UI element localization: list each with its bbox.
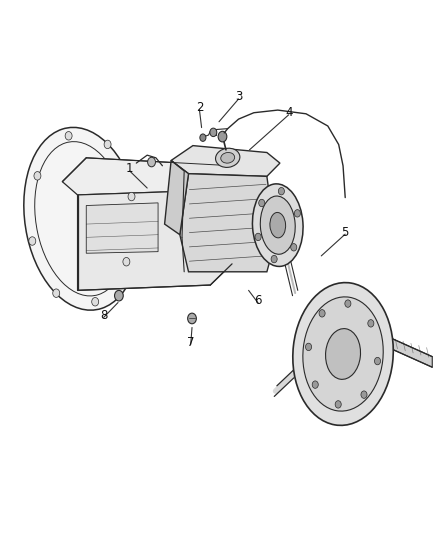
Ellipse shape xyxy=(128,192,135,201)
Ellipse shape xyxy=(260,196,295,254)
Text: 4: 4 xyxy=(285,106,293,119)
Ellipse shape xyxy=(325,329,360,379)
Ellipse shape xyxy=(200,134,206,141)
Ellipse shape xyxy=(303,297,383,411)
Ellipse shape xyxy=(271,255,277,263)
Ellipse shape xyxy=(65,132,72,140)
Ellipse shape xyxy=(218,131,227,142)
Polygon shape xyxy=(62,158,245,195)
Ellipse shape xyxy=(345,300,351,308)
Text: 2: 2 xyxy=(196,101,203,114)
Ellipse shape xyxy=(29,237,36,245)
Ellipse shape xyxy=(92,297,99,306)
Ellipse shape xyxy=(278,188,284,195)
Ellipse shape xyxy=(312,381,318,389)
Ellipse shape xyxy=(34,172,41,180)
Ellipse shape xyxy=(361,391,367,398)
Text: 8: 8 xyxy=(100,309,107,322)
Ellipse shape xyxy=(291,244,297,251)
Ellipse shape xyxy=(104,140,111,149)
Ellipse shape xyxy=(368,320,374,327)
Ellipse shape xyxy=(148,157,155,167)
Text: 6: 6 xyxy=(254,294,262,308)
Ellipse shape xyxy=(252,184,303,266)
Ellipse shape xyxy=(270,213,286,238)
Ellipse shape xyxy=(255,233,261,240)
Ellipse shape xyxy=(115,290,123,301)
Ellipse shape xyxy=(259,199,265,207)
Polygon shape xyxy=(171,146,280,176)
Ellipse shape xyxy=(335,401,341,408)
Ellipse shape xyxy=(24,127,140,310)
Text: 3: 3 xyxy=(235,90,242,103)
Ellipse shape xyxy=(294,209,300,217)
Ellipse shape xyxy=(374,357,381,365)
Text: 1: 1 xyxy=(126,162,134,175)
Polygon shape xyxy=(78,190,232,290)
Polygon shape xyxy=(165,160,188,235)
Polygon shape xyxy=(86,203,158,253)
Ellipse shape xyxy=(319,310,325,317)
Ellipse shape xyxy=(215,148,240,167)
Ellipse shape xyxy=(53,289,60,297)
Ellipse shape xyxy=(293,282,393,425)
Ellipse shape xyxy=(306,343,311,351)
Ellipse shape xyxy=(187,313,196,324)
Ellipse shape xyxy=(221,152,235,163)
Text: 5: 5 xyxy=(342,225,349,239)
Ellipse shape xyxy=(210,128,217,136)
Text: 7: 7 xyxy=(187,336,194,349)
Polygon shape xyxy=(180,174,276,272)
Polygon shape xyxy=(391,338,432,367)
Ellipse shape xyxy=(123,257,130,266)
